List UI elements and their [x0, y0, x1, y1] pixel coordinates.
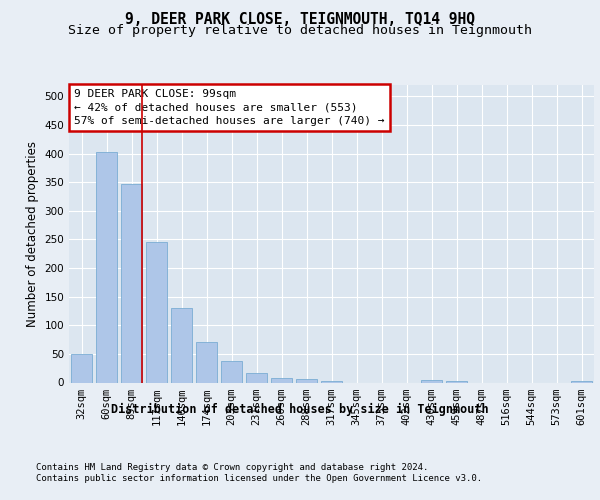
- Y-axis label: Number of detached properties: Number of detached properties: [26, 141, 39, 327]
- Bar: [421, 380, 442, 382]
- Bar: [321, 381, 342, 382]
- Bar: [71, 354, 92, 382]
- Text: Contains public sector information licensed under the Open Government Licence v3: Contains public sector information licen…: [36, 474, 482, 483]
- Bar: [146, 242, 167, 382]
- Text: 9 DEER PARK CLOSE: 99sqm
← 42% of detached houses are smaller (553)
57% of semi-: 9 DEER PARK CLOSE: 99sqm ← 42% of detach…: [74, 90, 385, 126]
- Bar: [571, 381, 592, 382]
- Bar: [96, 152, 117, 382]
- Bar: [121, 184, 142, 382]
- Bar: [246, 374, 267, 382]
- Text: Distribution of detached houses by size in Teignmouth: Distribution of detached houses by size …: [111, 402, 489, 415]
- Bar: [271, 378, 292, 382]
- Bar: [296, 379, 317, 382]
- Bar: [171, 308, 192, 382]
- Text: 9, DEER PARK CLOSE, TEIGNMOUTH, TQ14 9HQ: 9, DEER PARK CLOSE, TEIGNMOUTH, TQ14 9HQ: [125, 12, 475, 28]
- Bar: [221, 362, 242, 382]
- Bar: [446, 381, 467, 382]
- Text: Size of property relative to detached houses in Teignmouth: Size of property relative to detached ho…: [68, 24, 532, 37]
- Bar: [196, 342, 217, 382]
- Text: Contains HM Land Registry data © Crown copyright and database right 2024.: Contains HM Land Registry data © Crown c…: [36, 462, 428, 471]
